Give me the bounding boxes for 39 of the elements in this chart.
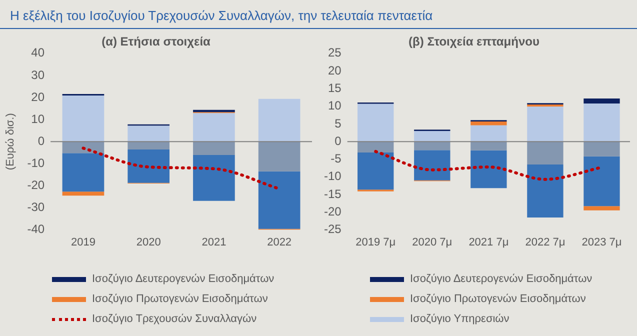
y-tick-label: 40 <box>31 46 45 60</box>
legend-label: Ισοζύγιο Πρωτογενών Εισοδημάτων <box>92 293 268 305</box>
y-tick-label: 30 <box>31 68 45 82</box>
chart-subtitle: (α) Ετήσια στοιχεία <box>102 34 212 49</box>
y-tick-label: 25 <box>328 46 342 60</box>
x-tick-label: 2020 7μ <box>412 236 452 248</box>
legend-label: Ισοζύγιο Δευτερογενών Εισοδημάτων <box>92 273 274 285</box>
y-tick-label: 10 <box>328 98 342 113</box>
y-tick-label: 15 <box>328 80 342 95</box>
y-tick-label: -20 <box>27 178 45 192</box>
x-tick-label: 2022 <box>267 236 292 248</box>
y-tick-label: 0 <box>334 134 342 148</box>
y-tick-label: -30 <box>27 200 45 214</box>
x-tick-label: 2021 <box>202 236 226 248</box>
x-tick-label: 2023 7μ <box>582 236 622 248</box>
y-tick-label: 5 <box>334 116 342 130</box>
y-tick-label: -10 <box>324 169 342 184</box>
legend-label: Ισοζύγιο Πρωτογενών Εισοδημάτων <box>410 293 586 305</box>
legend-label: Ισοζύγιο Υπηρεσιών <box>410 313 510 325</box>
chart-subtitle: (β) Στοιχεία επταμήνου <box>408 34 540 49</box>
y-tick-label: 10 <box>31 112 45 126</box>
y-tick-label: -5 <box>330 152 342 166</box>
x-tick-label: 2019 7μ <box>356 236 396 248</box>
x-tick-label: 2019 <box>70 236 96 248</box>
y-tick-label: -10 <box>27 156 45 170</box>
y-tick-label: 20 <box>328 63 342 78</box>
legend-label: Ισοζύγιο Τρεχουσών Συναλλαγών <box>92 313 257 325</box>
y-tick-label: 0 <box>38 134 45 148</box>
x-tick-label: 2020 <box>136 236 161 248</box>
chart-title: Η εξέλιξη του Ισοζυγίου Τρεχουσών Συναλλαγών, την τελευταία πενταετία <box>0 0 637 29</box>
y-tick-label: -15 <box>324 186 342 201</box>
y-tick-label: -40 <box>27 222 45 236</box>
y-tick-label: -25 <box>324 222 342 236</box>
y-tick-label: 20 <box>31 90 45 104</box>
legend-label: Ισοζύγιο Δευτερογενών Εισοδημάτων <box>410 273 592 285</box>
y-tick-label: -20 <box>324 204 342 218</box>
x-tick-label: 2022 7μ <box>525 236 566 248</box>
y-axis-title: (Ευρώ δισ.) <box>4 113 17 170</box>
x-tick-label: 2021 7μ <box>468 236 509 248</box>
